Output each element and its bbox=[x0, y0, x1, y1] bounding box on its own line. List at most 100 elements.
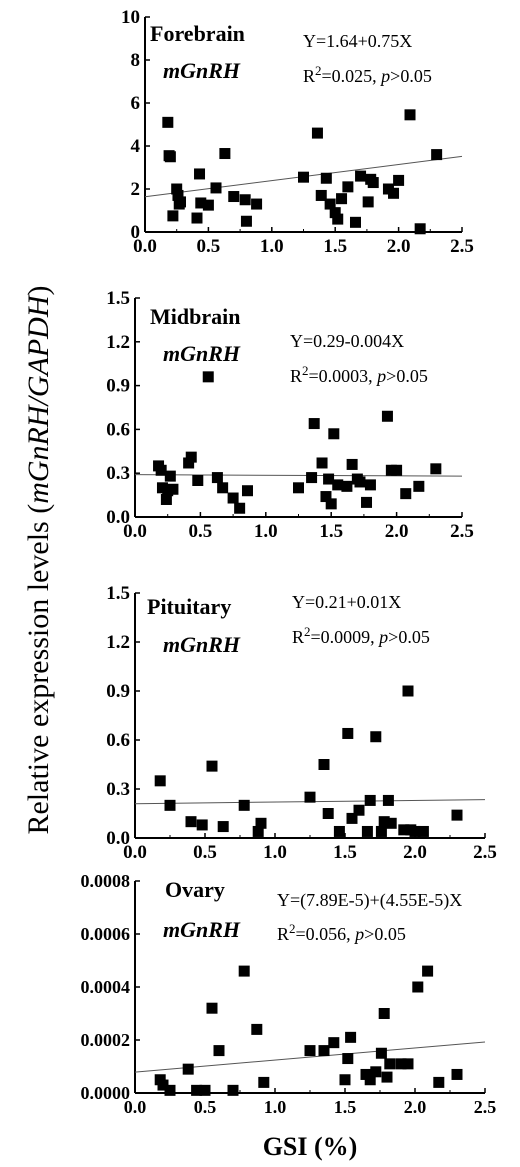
data-point bbox=[346, 812, 358, 824]
panels-group: 0 2 4 6 8 10 0.0 0.5 1.0 1.5 2.0 2.5 Forebrain mGnRH Y… bbox=[81, 7, 497, 1117]
data-point bbox=[315, 189, 327, 201]
region-title: Midbrain bbox=[150, 304, 240, 329]
data-point bbox=[451, 1068, 463, 1080]
data-point bbox=[306, 472, 318, 484]
y-tick-label: 0.3 bbox=[106, 779, 130, 800]
y-tick-label: 0 bbox=[131, 222, 141, 243]
data-point bbox=[395, 1058, 407, 1070]
data-point bbox=[328, 1037, 340, 1049]
data-point bbox=[339, 1074, 351, 1086]
y-tick-label: 2 bbox=[131, 179, 141, 200]
regression-equation: Y=1.64+0.75X bbox=[303, 31, 412, 51]
gene-label: mGnRH bbox=[163, 341, 241, 366]
x-tick-label: 2.5 bbox=[450, 236, 474, 257]
data-point bbox=[361, 825, 373, 837]
r-squared-label: R2=0.0009, p>0.05 bbox=[292, 624, 430, 647]
data-point bbox=[206, 760, 218, 772]
data-point bbox=[404, 109, 416, 121]
data-point bbox=[191, 1084, 203, 1096]
data-point bbox=[154, 775, 166, 787]
data-point bbox=[241, 485, 253, 497]
x-tick-label: 2.5 bbox=[450, 521, 474, 542]
data-point bbox=[402, 1058, 414, 1070]
data-point bbox=[239, 194, 251, 206]
x-tick-label: 0.0 bbox=[123, 842, 147, 863]
data-point bbox=[388, 187, 400, 199]
x-tick-label: 1.5 bbox=[334, 1097, 357, 1117]
data-point bbox=[417, 825, 429, 837]
data-point bbox=[367, 177, 379, 189]
x-tick-label: 1.0 bbox=[260, 236, 284, 257]
y-tick-label: 0.9 bbox=[106, 681, 130, 702]
y-tick-label: 0.9 bbox=[106, 376, 130, 397]
data-point bbox=[342, 1053, 354, 1065]
x-tick-label: 1.0 bbox=[254, 521, 278, 542]
y-tick-label: 1.2 bbox=[106, 332, 130, 353]
x-axis-label: GSI (%) bbox=[263, 1132, 358, 1161]
y-tick-label: 6 bbox=[131, 93, 141, 114]
data-point bbox=[164, 151, 176, 163]
data-point bbox=[316, 457, 328, 469]
data-point bbox=[354, 476, 366, 488]
data-point bbox=[202, 371, 214, 383]
data-point bbox=[167, 210, 179, 222]
panel-midbrain: 0.0 0.3 0.6 0.9 1.2 1.5 0.0 0.5 1.0 1.5 2.0 2.5 Midb… bbox=[106, 288, 474, 542]
data-point bbox=[364, 794, 376, 806]
data-point bbox=[332, 479, 344, 491]
data-point bbox=[409, 825, 421, 837]
y-tick-label: 0.0000 bbox=[81, 1083, 131, 1103]
y-tick-label: 0.6 bbox=[106, 419, 130, 440]
data-point bbox=[298, 171, 309, 183]
data-point bbox=[391, 464, 403, 476]
gene-label: mGnRH bbox=[163, 58, 241, 83]
data-point bbox=[378, 1008, 390, 1019]
data-point bbox=[238, 965, 250, 977]
x-tick-label: 2.5 bbox=[474, 1097, 497, 1117]
data-point bbox=[320, 491, 332, 503]
data-point bbox=[238, 799, 250, 811]
data-point bbox=[433, 1076, 445, 1088]
data-point bbox=[364, 1074, 376, 1086]
data-point bbox=[211, 472, 223, 484]
data-point bbox=[323, 473, 335, 485]
data-point bbox=[195, 197, 207, 209]
data-point bbox=[381, 1071, 393, 1083]
data-point bbox=[258, 1076, 270, 1088]
panel-pituitary: 0.0 0.3 0.6 0.9 1.2 1.5 0.0 0.5 1.0 1.5 2.0 2.5 Pitu… bbox=[106, 583, 497, 863]
data-point bbox=[185, 816, 197, 828]
data-point bbox=[171, 183, 183, 195]
data-point bbox=[219, 148, 231, 160]
data-point bbox=[346, 458, 358, 470]
data-point bbox=[311, 127, 323, 139]
data-point bbox=[333, 825, 345, 837]
x-tick-label: 1.0 bbox=[263, 842, 287, 863]
data-point bbox=[378, 816, 390, 828]
data-point bbox=[342, 727, 354, 739]
data-point bbox=[332, 213, 344, 225]
data-point bbox=[320, 172, 332, 184]
data-point bbox=[227, 1084, 239, 1096]
data-point bbox=[431, 149, 443, 161]
data-point bbox=[213, 1045, 225, 1057]
data-point bbox=[336, 193, 348, 205]
data-point bbox=[164, 799, 176, 811]
data-point bbox=[304, 791, 316, 803]
x-tick-label: 1.0 bbox=[264, 1097, 287, 1117]
y-tick-label: 4 bbox=[131, 136, 141, 157]
y-tick-label: 8 bbox=[131, 50, 141, 71]
data-point bbox=[164, 1084, 176, 1096]
data-point bbox=[240, 215, 252, 227]
x-tick-label: 2.0 bbox=[404, 1097, 427, 1117]
x-tick-label: 2.5 bbox=[473, 842, 497, 863]
x-tick-label: 0.5 bbox=[197, 236, 221, 257]
data-point bbox=[157, 1079, 169, 1091]
data-point bbox=[375, 1047, 387, 1059]
gene-label: mGnRH bbox=[163, 632, 241, 657]
y-tick-label: 0.0 bbox=[106, 507, 130, 528]
data-point bbox=[430, 463, 442, 475]
y-tick-label: 0.6 bbox=[106, 730, 130, 751]
x-tick-label: 0.0 bbox=[123, 521, 147, 542]
y-tick-label: 0.0006 bbox=[81, 924, 131, 944]
data-point bbox=[308, 418, 320, 430]
data-point bbox=[217, 821, 229, 833]
